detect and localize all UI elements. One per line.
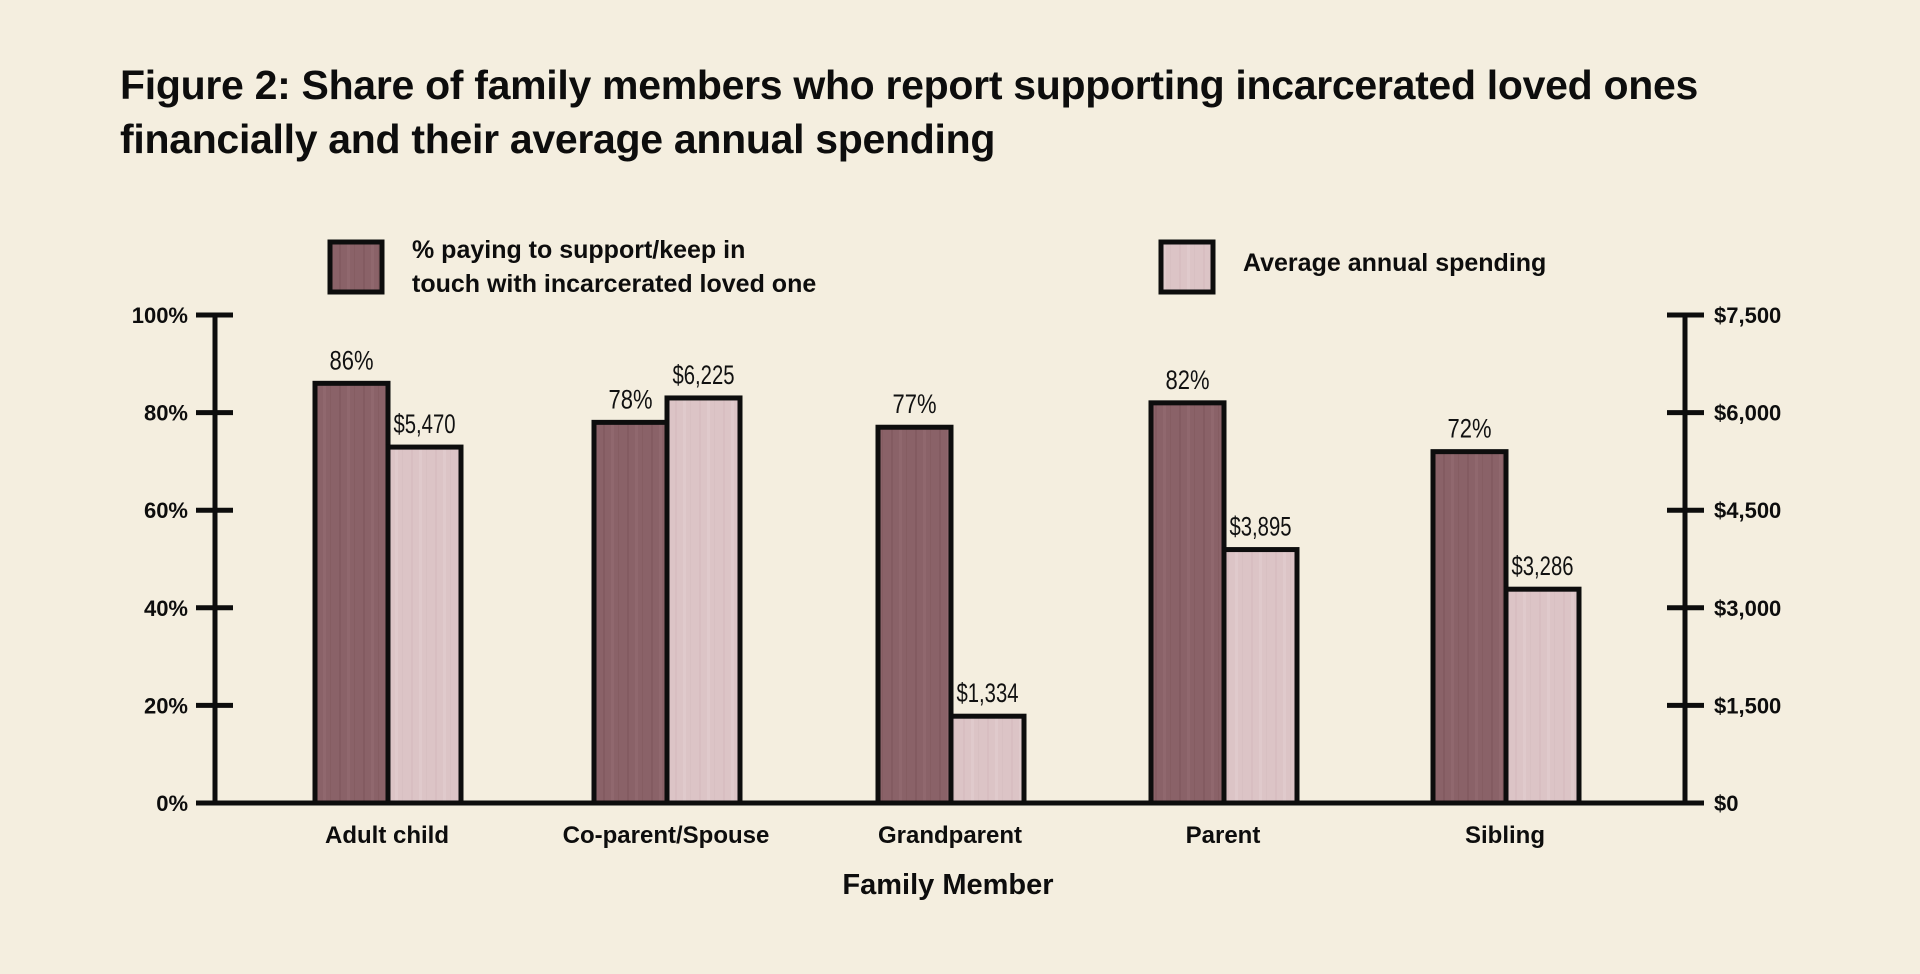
x-tick-label-1: Co-parent/Spouse	[563, 822, 770, 849]
bar-percent-3	[1148, 400, 1227, 806]
bar-percent-0	[312, 380, 391, 806]
y-tick-label-left-5: 100%	[132, 303, 188, 328]
y-tick-label-left-4: 80%	[144, 401, 188, 426]
x-tick-label-0: Adult child	[325, 822, 449, 849]
legend-label-spending: Average annual spending	[1243, 249, 1546, 277]
y-tick-label-left-1: 20%	[144, 693, 188, 718]
data-labels: 86% $5,470 78% $6,225 77% $1,334 82% $3,895 72% $…	[330, 345, 1574, 708]
y-tick-label-right-2: $3,000	[1714, 596, 1781, 621]
y-tick-label-left-2: 40%	[144, 596, 188, 621]
x-axis-title: Family Member	[842, 869, 1053, 901]
y-tick-label-right-5: $7,500	[1714, 303, 1781, 328]
x-tick-label-2: Grandparent	[878, 822, 1022, 849]
y-tick-label-right-1: $1,500	[1714, 693, 1781, 718]
bar-spending-1	[664, 395, 743, 806]
x-tick-label-4: Sibling	[1465, 822, 1545, 849]
bar-spending-0	[385, 444, 464, 806]
legend-label-percent-line-0: % paying to support/keep in	[412, 236, 745, 264]
data-label-percent-1: 78%	[609, 384, 653, 414]
data-label-percent-3: 82%	[1166, 365, 1210, 395]
bar-percent-2	[875, 424, 954, 806]
data-label-percent-0: 86%	[330, 345, 374, 375]
data-label-spending-0: $5,470	[394, 409, 456, 439]
axes: Adult child Co-parent/Spouse Grandparent Pa…	[132, 303, 1782, 901]
y-tick-label-left-0: 0%	[156, 791, 188, 816]
data-label-percent-4: 72%	[1448, 414, 1492, 444]
bar-spending-4	[1503, 586, 1582, 806]
legend-swatch-percent	[327, 239, 385, 295]
chart-title: Figure 2: Share of family members who re…	[120, 62, 1698, 162]
bars	[312, 380, 1582, 806]
data-label-spending-4: $3,286	[1512, 551, 1574, 581]
legend: % paying to support/keep in touch with in…	[327, 236, 1546, 298]
legend-swatch-spending	[1158, 239, 1216, 295]
data-label-spending-3: $3,895	[1230, 512, 1292, 542]
bar-percent-1	[591, 419, 670, 806]
data-label-spending-1: $6,225	[673, 360, 735, 390]
y-tick-label-right-3: $4,500	[1714, 498, 1781, 523]
y-tick-label-left-3: 60%	[144, 498, 188, 523]
bar-spending-3	[1221, 547, 1300, 806]
bar-spending-2	[948, 713, 1027, 806]
bar-percent-4	[1430, 449, 1509, 806]
y-tick-label-right-4: $6,000	[1714, 401, 1781, 426]
x-tick-label-3: Parent	[1186, 822, 1261, 849]
legend-label-percent-line-1: touch with incarcerated loved one	[412, 270, 816, 298]
y-tick-label-right-0: $0	[1714, 791, 1738, 816]
data-label-percent-2: 77%	[893, 389, 937, 419]
data-label-spending-2: $1,334	[957, 678, 1019, 708]
